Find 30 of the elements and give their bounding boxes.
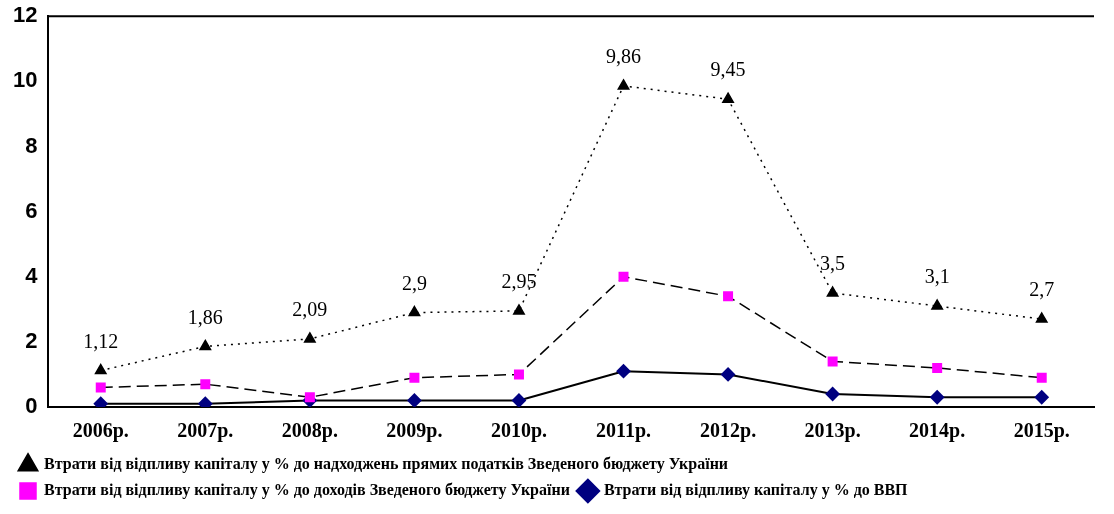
legend-label: Втрати від відпливу капіталу у % до ВВП — [603, 481, 909, 500]
x-tick-label: 2006р. — [72, 419, 129, 443]
x-tick-label: 2008р. — [281, 419, 338, 443]
data-label: 2,95 — [501, 270, 537, 293]
x-tick-label: 2013р. — [804, 419, 861, 443]
y-tick-label: 6 — [25, 197, 38, 223]
x-tick-label: 2012р. — [700, 419, 757, 443]
x-tick-label: 2009р. — [386, 419, 443, 443]
x-tick-label: 2014р. — [909, 419, 966, 443]
x-tick-label: 2007р. — [177, 419, 234, 443]
y-tick-label: 10 — [12, 67, 38, 93]
y-tick-label: 2 — [25, 327, 38, 353]
data-label: 3,1 — [924, 265, 950, 288]
data-label: 2,7 — [1029, 278, 1055, 301]
data-label: 9,45 — [710, 58, 746, 81]
data-label: 3,5 — [820, 252, 846, 275]
x-tick-label: 2010р. — [490, 419, 548, 443]
y-tick-label: 4 — [25, 262, 39, 288]
data-label: 9,86 — [606, 45, 642, 68]
x-tick-label: 2011р. — [596, 419, 652, 443]
y-tick-label: 12 — [12, 2, 38, 28]
x-tick-label: 2015р. — [1013, 419, 1070, 443]
data-label: 1,12 — [83, 329, 119, 352]
data-label: 2,9 — [401, 271, 427, 294]
y-tick-label: 0 — [25, 393, 38, 419]
data-label: 1,86 — [187, 305, 223, 328]
legend-label: Втрати від відпливу капіталу у % до доходів Зведеного бюджету України — [44, 481, 570, 500]
data-label: 2,09 — [292, 298, 328, 321]
legend-label: Втрати від відпливу капіталу у % до надходжень прямих податків Зведеного бюджету України — [44, 455, 729, 474]
y-tick-label: 8 — [25, 132, 38, 158]
